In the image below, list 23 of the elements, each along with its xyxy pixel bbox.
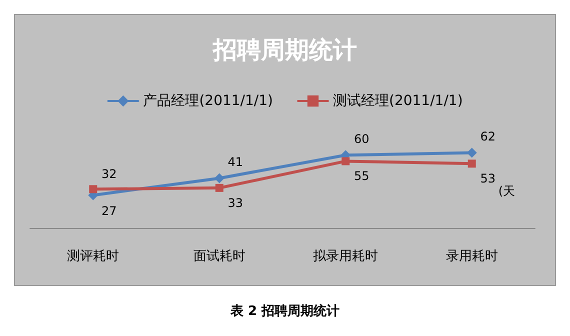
data-label: 27 <box>101 204 117 218</box>
point <box>468 160 476 168</box>
point <box>466 148 477 158</box>
legend-label: 产品经理(2011/1/1) <box>143 93 274 109</box>
x-tick-label: 测评耗时 <box>67 249 120 264</box>
data-label: 55 <box>354 169 370 184</box>
data-label: 33 <box>228 196 244 210</box>
chart-title: 招聘周期统计 <box>212 36 357 64</box>
data-label: 53 <box>480 172 496 186</box>
point <box>215 184 224 192</box>
point <box>214 173 224 184</box>
data-label: 62 <box>480 130 496 144</box>
legend-label: 测试经理(2011/1/1) <box>333 93 463 109</box>
point <box>89 185 98 194</box>
x-tick-label: 录用耗时 <box>446 249 498 264</box>
x-tick-label: 面试耗时 <box>193 249 246 264</box>
text: 表 2 招聘周期统计 <box>229 302 341 320</box>
annotation: (天 <box>498 184 516 198</box>
data-label: 60 <box>354 132 370 146</box>
point <box>342 157 350 166</box>
data-label: 32 <box>101 167 117 182</box>
data-label: 41 <box>228 155 244 170</box>
x-tick-label: 拟录用耗时 <box>313 249 378 264</box>
